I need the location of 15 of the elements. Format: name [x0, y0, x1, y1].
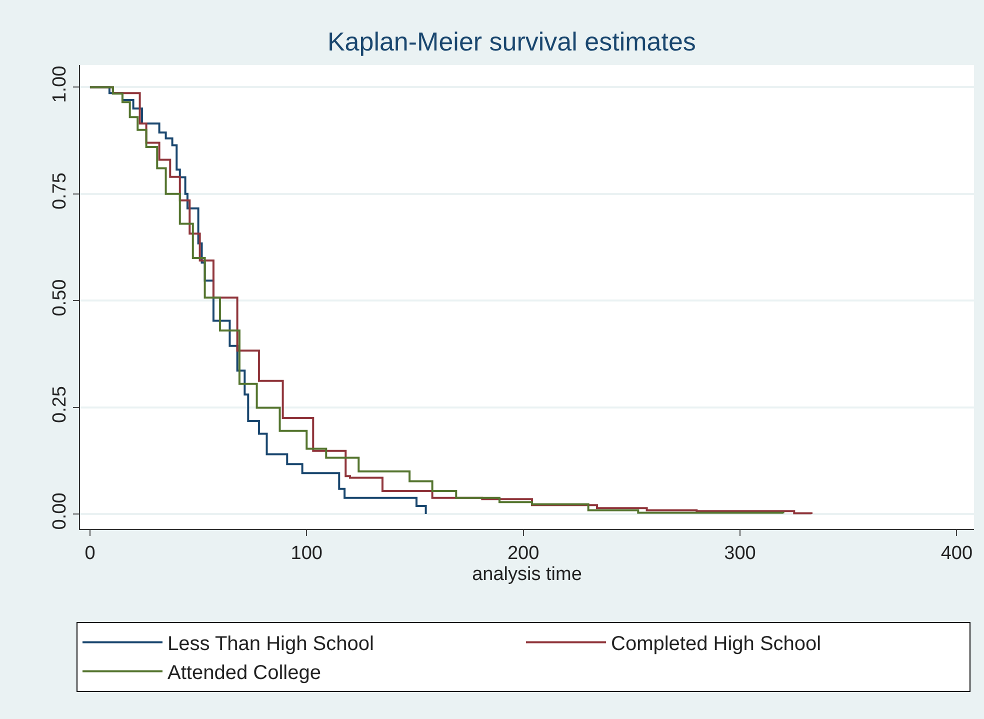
chart-title: Kaplan-Meier survival estimates	[327, 26, 696, 57]
legend-label: Less Than High School	[168, 633, 374, 656]
y-tick-label: 0.25	[49, 386, 70, 423]
x-tick-label: 0	[84, 542, 96, 564]
y-tick-label: 0.75	[49, 172, 70, 210]
x-tick-label: 200	[507, 542, 540, 564]
x-tick-label: 300	[724, 542, 756, 564]
x-axis-title: analysis time	[472, 564, 582, 585]
y-tick-label: 1.00	[49, 66, 70, 103]
x-tick-label: 400	[940, 542, 973, 564]
legend-label: Attended College	[168, 662, 321, 684]
legend-label: Completed High School	[611, 633, 822, 656]
y-tick-label: 0.50	[49, 279, 70, 316]
x-tick-label: 100	[290, 542, 322, 564]
y-tick-label: 0.00	[49, 492, 70, 530]
